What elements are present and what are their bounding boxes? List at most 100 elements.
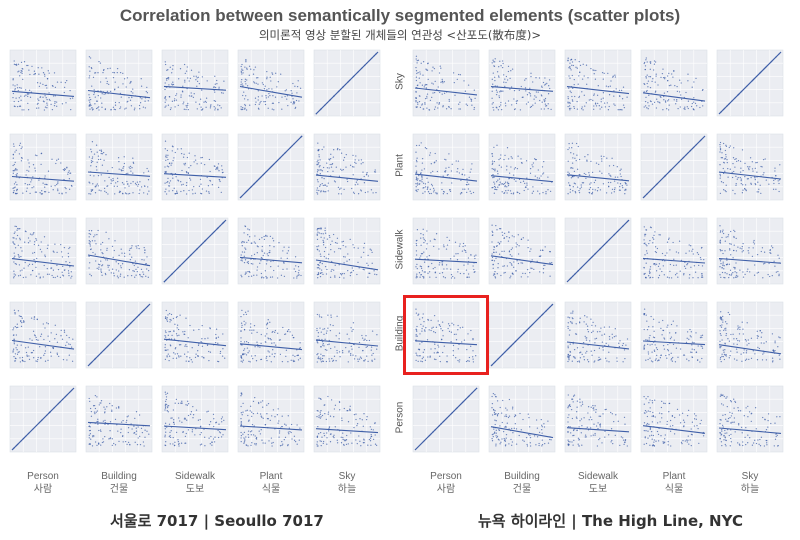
data-point [424, 240, 426, 242]
data-point [89, 174, 91, 177]
data-point [249, 104, 251, 106]
seoul-cell-r0-c1 [85, 49, 153, 117]
data-point [428, 109, 430, 111]
data-point [443, 268, 445, 270]
data-point [279, 353, 282, 356]
data-point [444, 158, 446, 161]
trend-line [315, 339, 379, 347]
data-point [622, 186, 624, 189]
data-point [175, 94, 177, 97]
data-point [50, 355, 52, 357]
data-point [595, 337, 598, 340]
data-point [209, 234, 212, 237]
data-point [494, 79, 496, 82]
data-point [422, 192, 424, 194]
data-point [243, 431, 246, 434]
data-point [18, 70, 20, 72]
data-point [532, 166, 534, 168]
data-point [618, 89, 621, 92]
data-point [649, 76, 652, 78]
data-point [459, 101, 461, 103]
data-point [574, 192, 577, 194]
data-point [103, 159, 105, 161]
data-point [14, 151, 16, 153]
data-point [423, 238, 425, 241]
data-point [603, 155, 605, 158]
data-point [647, 353, 650, 355]
seoul-cell-r4-c2 [161, 385, 229, 453]
data-point [646, 339, 649, 341]
data-point [576, 347, 579, 349]
data-point [283, 275, 286, 278]
data-point [654, 264, 656, 266]
data-point [370, 428, 373, 431]
data-point [604, 106, 607, 108]
data-point [169, 330, 172, 333]
data-point [421, 176, 423, 178]
data-point [655, 90, 657, 92]
trend-line [566, 341, 630, 350]
data-point [493, 160, 496, 163]
data-point [503, 81, 505, 83]
data-point [652, 78, 654, 80]
data-point [664, 101, 667, 103]
data-point [271, 342, 273, 344]
data-point [571, 61, 574, 63]
data-point [17, 244, 19, 246]
data-point [607, 72, 609, 75]
data-point [101, 441, 104, 444]
data-point [259, 102, 261, 104]
data-point [667, 109, 670, 111]
data-point [23, 109, 25, 111]
data-point [250, 275, 253, 277]
data-point [585, 102, 587, 104]
data-point [586, 316, 588, 318]
data-point [50, 185, 52, 187]
data-point [178, 355, 180, 357]
data-point [28, 69, 30, 71]
data-point [769, 249, 771, 251]
data-point [444, 277, 446, 279]
data-point [287, 330, 289, 332]
data-point [760, 165, 762, 168]
data-point [438, 248, 440, 250]
data-point [265, 275, 267, 278]
data-point [496, 144, 498, 146]
data-point [66, 359, 68, 361]
data-point [667, 171, 670, 174]
data-point [40, 333, 43, 335]
data-point [607, 344, 610, 346]
data-point [323, 434, 326, 437]
data-point [438, 103, 440, 105]
data-point [424, 330, 426, 332]
data-point [575, 323, 577, 325]
data-point [13, 189, 15, 192]
data-point [727, 176, 729, 178]
data-point [64, 168, 66, 170]
data-point [22, 78, 24, 81]
data-point [22, 68, 24, 70]
data-point [727, 234, 730, 236]
data-point [655, 107, 658, 109]
data-point [177, 440, 180, 443]
data-point [446, 355, 448, 357]
data-point [170, 164, 172, 166]
data-point [93, 175, 95, 177]
data-point [16, 169, 18, 171]
data-point [62, 168, 65, 171]
data-point [576, 168, 579, 170]
data-point [25, 94, 27, 96]
data-point [142, 106, 145, 108]
data-point [20, 156, 23, 159]
data-point [319, 327, 321, 329]
data-point [503, 182, 506, 185]
data-point [189, 177, 191, 179]
data-point [201, 188, 204, 190]
data-point [89, 243, 91, 245]
data-point [503, 250, 505, 252]
data-point [222, 333, 224, 335]
data-point [572, 356, 575, 358]
data-point [437, 107, 439, 109]
data-point [71, 97, 74, 99]
data-point [247, 239, 250, 241]
